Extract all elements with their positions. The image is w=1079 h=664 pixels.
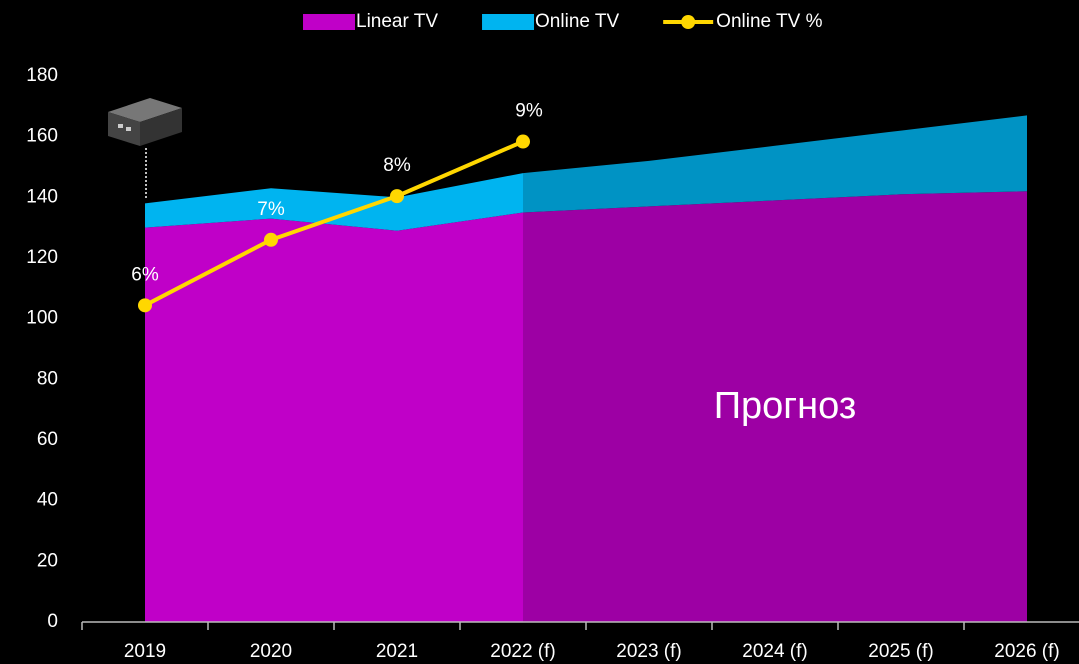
legend: Linear TV Online TV Online TV % bbox=[303, 11, 823, 32]
y-tick-label: 160 bbox=[26, 126, 58, 147]
marker bbox=[516, 134, 530, 149]
area bbox=[145, 115, 1027, 231]
y-tick-label: 140 bbox=[26, 186, 58, 207]
legend-label: Online TV % bbox=[716, 11, 822, 32]
x-tick-label: 2024 (f) bbox=[742, 641, 807, 662]
y-tick-label: 0 bbox=[47, 611, 58, 632]
annotation: Прогноз bbox=[714, 385, 857, 427]
data-label: 7% bbox=[257, 199, 285, 220]
legend-swatch bbox=[303, 14, 355, 30]
x-tick-label: 2019 bbox=[124, 641, 166, 662]
x-tick-label: 2023 (f) bbox=[616, 641, 681, 662]
marker bbox=[264, 232, 278, 247]
x-tick-label: 2026 (f) bbox=[994, 641, 1059, 662]
x-tick-label: 2020 bbox=[250, 641, 292, 662]
x-tick-label: 2025 (f) bbox=[868, 641, 933, 662]
y-tick-label: 60 bbox=[37, 429, 58, 450]
forecast-shade bbox=[523, 56, 1027, 622]
y-tick-label: 120 bbox=[26, 247, 58, 268]
y-tick-label: 20 bbox=[37, 550, 58, 571]
x-tick-label: 2022 (f) bbox=[490, 641, 555, 662]
data-label: 9% bbox=[515, 101, 543, 122]
y-tick-label: 80 bbox=[37, 368, 58, 389]
legend-swatch bbox=[482, 14, 535, 30]
x-tick-label: 2021 bbox=[376, 641, 418, 662]
marker bbox=[138, 298, 152, 313]
y-tick-label: 180 bbox=[26, 65, 58, 86]
y-tick-label: 100 bbox=[26, 308, 58, 329]
y-tick-label: 40 bbox=[37, 490, 58, 511]
marker bbox=[390, 189, 404, 204]
data-label: 8% bbox=[383, 155, 411, 176]
line bbox=[144, 139, 524, 308]
device-icon bbox=[108, 98, 182, 146]
legend-swatch bbox=[681, 15, 696, 29]
legend-label: Online TV bbox=[535, 11, 619, 32]
legend-label: Linear TV bbox=[356, 11, 438, 32]
data-label: 6% bbox=[131, 264, 159, 285]
area bbox=[145, 191, 1027, 622]
